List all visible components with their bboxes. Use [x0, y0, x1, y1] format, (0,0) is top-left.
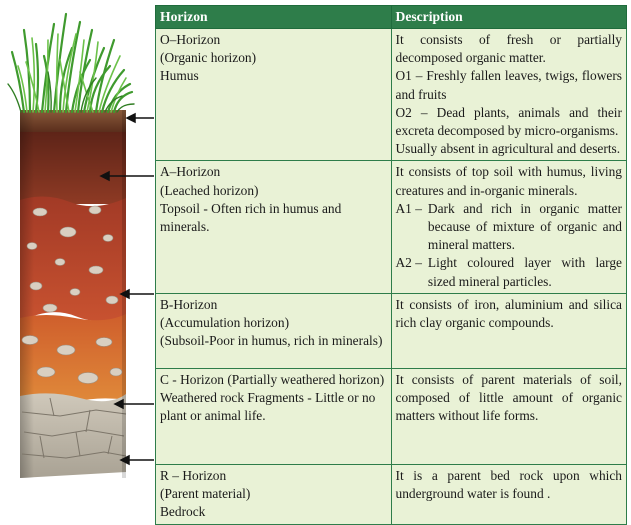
sub-text: Light coloured layer with large sized mi…: [427, 255, 622, 289]
description-cell-b: It consists of iron, aluminium and silic…: [390, 292, 627, 369]
soil-profile-figure: [0, 0, 155, 491]
c-horizon-layer: [20, 314, 126, 405]
o-horizon-layer: [20, 110, 126, 132]
description-sub-a1: A1 – Dark and rich in organic matter bec…: [396, 200, 623, 255]
horizon-type: (Accumulation horizon): [160, 315, 290, 331]
description-note: Usually absent in agricultural and deser…: [395, 141, 621, 157]
description-cell-r: It is a parent bed rock upon which under…: [390, 463, 627, 525]
horizon-cell-b: B-Horizon (Accumulation horizon) (Subsoi…: [155, 292, 392, 369]
horizon-cell-c: C - Horizon (Partially weathered horizon…: [155, 367, 392, 465]
bedrock-cracks: [21, 397, 127, 459]
arrow-a-horizon: [99, 170, 110, 182]
table-row: C - Horizon (Partially weathered horizon…: [155, 367, 627, 465]
sub-code: A1 –: [395, 200, 422, 216]
description-sub-a2: A2 – Light coloured layer with large siz…: [396, 254, 623, 290]
table-row: R – Horizon (Parent material) Bedrock It…: [155, 463, 627, 525]
description-intro: It consists of top soil with humus, livi…: [395, 164, 623, 198]
arrow-o-horizon: [125, 112, 136, 124]
r-horizon-layer: [20, 393, 126, 478]
description-cell-c: It consists of parent materials of soil,…: [390, 367, 627, 465]
horizon-name: C - Horizon (Partially weathered horizon…: [160, 371, 385, 387]
description-intro: It consists of iron, aluminium and silic…: [395, 296, 623, 331]
soil-profile-illustration: [7, 12, 154, 478]
description-intro: It is a parent bed rock upon which under…: [395, 467, 623, 502]
horizon-cell-o: O–Horizon (Organic horizon) Humus: [155, 27, 392, 162]
description-item-o2: O2 – Dead plants, animals and their excr…: [395, 104, 623, 139]
horizon-content: Humus: [160, 68, 199, 84]
horizon-name: B-Horizon: [160, 296, 218, 312]
pebbles: [21, 205, 123, 384]
a-horizon-layer: [20, 132, 126, 204]
grass: [7, 12, 135, 114]
horizon-cell-r: R – Horizon (Parent material) Bedrock: [155, 463, 392, 525]
header-description: Description: [390, 5, 627, 29]
horizon-type: (Organic horizon): [160, 50, 257, 66]
horizon-name: O–Horizon: [160, 32, 221, 47]
horizon-name: R – Horizon: [160, 467, 227, 483]
description-item-o1: O1 – Freshly fallen leaves, twigs, flowe…: [395, 68, 623, 102]
table-row: B-Horizon (Accumulation horizon) (Subsoi…: [155, 292, 627, 369]
table-header-row: Horizon Description: [155, 5, 627, 29]
horizon-cell-a: A–Horizon (Leached horizon) Topsoil - Of…: [155, 160, 392, 294]
horizon-arrows: [99, 112, 154, 466]
description-cell-a: It consists of top soil with humus, livi…: [390, 160, 627, 294]
arrow-r-horizon: [119, 454, 130, 466]
horizon-content: Weathered rock Fragments - Little or no …: [160, 390, 376, 424]
sub-code: A2 –: [395, 255, 422, 271]
horizon-name: A–Horizon: [160, 164, 221, 180]
horizon-type: (Parent material): [160, 486, 251, 502]
description-intro: It consists of parent materials of soil,…: [395, 371, 623, 424]
horizon-content: Topsoil - Often rich in humus and minera…: [160, 200, 342, 235]
b-horizon-layer: [20, 196, 126, 322]
arrow-c-horizon: [113, 398, 124, 410]
table-row: A–Horizon (Leached horizon) Topsoil - Of…: [155, 160, 627, 294]
header-horizon: Horizon: [155, 5, 392, 29]
arrow-b-horizon: [119, 288, 130, 300]
horizon-content: Bedrock: [160, 504, 206, 520]
table-row: O–Horizon (Organic horizon) Humus It con…: [155, 27, 627, 162]
description-cell-o: It consists of fresh or partially decomp…: [390, 27, 627, 162]
soil-horizons-table: Horizon Description O–Horizon (Organic h…: [155, 5, 627, 525]
sub-text: Dark and rich in organic matter because …: [427, 200, 622, 253]
description-intro: It consists of fresh or partially decomp…: [395, 32, 623, 66]
horizon-type: (Leached horizon): [160, 182, 259, 198]
horizon-content: (Subsoil-Poor in humus, rich in minerals…: [160, 333, 383, 349]
